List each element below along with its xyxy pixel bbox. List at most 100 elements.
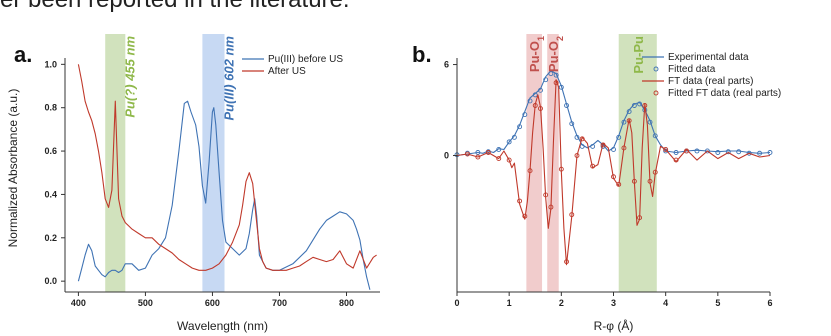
data-point (511, 134, 517, 140)
data-point (621, 119, 627, 125)
x-axis-title: Wavelength (nm) (177, 319, 268, 333)
data-point (475, 154, 481, 160)
band-label-2: Pu(III) 602 nm (222, 36, 237, 121)
data-point (590, 143, 596, 149)
band-label-1: Pu-O1 (527, 36, 546, 72)
data-point (564, 259, 569, 265)
series-pu-iii-before-us (77, 100, 371, 290)
data-point (626, 109, 632, 115)
legend-label-fitted-ft-data-real-parts: Fitted FT data (real parts) (668, 88, 781, 99)
data-point (558, 84, 564, 90)
data-point (522, 112, 528, 118)
data-point (637, 101, 643, 107)
data-point (527, 98, 533, 104)
y-tick-label: 0.2 (44, 233, 57, 243)
data-point (553, 80, 559, 86)
legend-label-ft-data-real-parts: FT data (real parts) (668, 76, 753, 87)
highlight-band-3 (618, 34, 657, 292)
data-point (715, 150, 721, 155)
x-tick-label: 600 (205, 298, 220, 308)
x-tick-label: 3 (611, 298, 616, 308)
data-point (548, 71, 554, 77)
legend-swatch-fitted-ft-data-real-parts (653, 90, 659, 96)
legend-label-pu-iii-before-us: Pu(III) before US (268, 54, 343, 65)
data-point (611, 147, 616, 152)
data-point (631, 178, 637, 184)
data-point (652, 169, 658, 175)
data-point (663, 147, 669, 152)
legend-label-after-us: After US (268, 66, 306, 77)
x-tick-label: 500 (138, 298, 153, 308)
data-point (527, 168, 533, 174)
data-point (642, 103, 648, 108)
x-tick-label: 700 (272, 298, 287, 308)
data-point (673, 150, 679, 155)
data-point (626, 118, 632, 124)
data-point (543, 77, 549, 83)
data-point (637, 215, 643, 221)
data-point (647, 119, 653, 125)
legend-swatch-fitted-data (653, 66, 659, 72)
x-tick-label: 6 (767, 298, 772, 308)
data-point (538, 87, 543, 93)
data-point (694, 148, 700, 154)
data-point (553, 72, 559, 78)
x-axis-title: R-φ (Å) (594, 318, 634, 333)
data-point (517, 198, 523, 204)
data-point (647, 178, 653, 184)
data-point (725, 149, 731, 155)
data-point (517, 124, 523, 130)
x-tick-label: 4 (663, 298, 668, 308)
data-point (496, 147, 502, 152)
series-after-us (77, 64, 377, 271)
highlight-band-1 (105, 34, 126, 292)
data-point (569, 121, 575, 127)
band-label-1: Pu(?) 455 nm (122, 36, 137, 118)
y-tick-label: 0.6 (44, 146, 57, 156)
data-point (579, 136, 585, 142)
highlight-band-2 (202, 34, 225, 292)
x-tick-label: 400 (71, 298, 86, 308)
data-point (475, 150, 481, 155)
data-point (558, 166, 564, 172)
data-point (485, 150, 491, 155)
x-tick-label: 0 (454, 298, 459, 308)
data-point (704, 148, 710, 154)
data-point (564, 103, 569, 108)
data-point (548, 204, 554, 210)
data-point (673, 157, 679, 163)
data-point (522, 213, 528, 219)
x-tick-label: 5 (715, 298, 720, 308)
x-tick-label: 1 (507, 298, 512, 308)
data-point (600, 142, 606, 148)
data-point (652, 133, 658, 139)
y-axis-title: Normalized Absorbance (a.u.) (6, 89, 20, 248)
x-tick-label: 800 (339, 298, 354, 308)
data-point (590, 163, 596, 169)
data-point (464, 151, 470, 157)
data-point (757, 150, 763, 156)
y-tick-label: 1.0 (44, 59, 57, 69)
data-point (631, 103, 637, 108)
x-tick-label: 2 (559, 298, 564, 308)
legend-label-experimental-data: Experimental data (668, 52, 749, 63)
series-fitted-ft-data-real-parts (464, 80, 689, 265)
y-tick-label: 0 (444, 151, 449, 161)
data-point (574, 153, 580, 158)
panel-label-b: b. (412, 42, 432, 67)
y-tick-label: 6 (444, 60, 449, 70)
band-label-2: Pu-O2 (546, 36, 565, 72)
data-point (767, 150, 773, 155)
data-point (506, 139, 512, 145)
data-point (506, 157, 512, 163)
data-point (532, 92, 538, 98)
data-point (616, 134, 622, 140)
data-point (532, 103, 538, 108)
series-experimental-data (456, 70, 771, 157)
legend-label-fitted-data: Fitted data (668, 64, 716, 75)
data-point (543, 192, 549, 198)
data-point (574, 134, 580, 140)
panel-label-a: a. (14, 42, 32, 67)
series-ft-data-real-parts (456, 79, 771, 266)
